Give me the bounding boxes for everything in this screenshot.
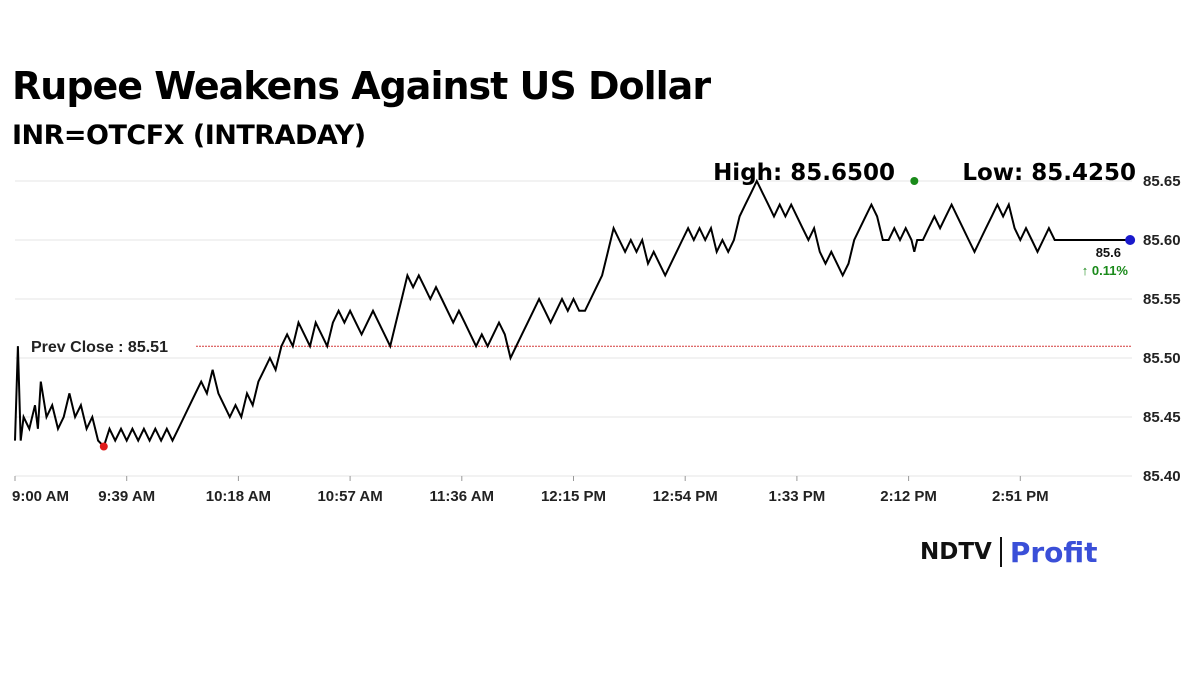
y-tick-label: 85.40	[1143, 468, 1181, 485]
low-marker	[99, 442, 108, 451]
y-tick-label: 85.60	[1143, 232, 1181, 249]
x-tick-label: 2:51 PM	[992, 488, 1049, 505]
x-tick-label: 9:00 AM	[12, 488, 69, 505]
ndtv-profit-logo: NDTV Profit	[920, 534, 1098, 570]
high-marker	[910, 177, 919, 185]
grid-lines	[15, 180, 1132, 477]
y-tick-label: 85.50	[1143, 350, 1181, 367]
brand-profit: Profit	[1009, 535, 1098, 569]
brand-divider	[999, 537, 1002, 567]
x-tick-label: 11:36 AM	[430, 488, 494, 505]
prev-close-label: Prev Close : 85.51	[31, 339, 168, 356]
x-axis-ticks: 9:00 AM 9:39 AM 10:18 AM 10:57 AM 11:36 AM 12…	[12, 476, 1049, 505]
x-tick-label: 12:15 PM	[541, 488, 606, 505]
series-line-inr	[14, 178, 1130, 449]
x-tick-label: 2:12 PM	[880, 488, 937, 505]
y-tick-label: 85.65	[1143, 173, 1181, 190]
x-tick-label: 10:57 AM	[317, 488, 382, 505]
x-tick-label: 9:39 AM	[98, 488, 155, 505]
change-percent-label: ↑ 0.11%	[1082, 263, 1129, 278]
x-tick-label: 10:18 AM	[206, 488, 271, 505]
brand-ndtv: NDTV	[920, 539, 992, 565]
x-tick-label: 12:54 PM	[653, 488, 718, 505]
y-axis-ticks: 85.40 85.45 85.50 85.55 85.60 85.65	[1143, 173, 1181, 485]
x-tick-label: 1:33 PM	[769, 488, 826, 505]
y-tick-label: 85.55	[1143, 291, 1181, 308]
last-price-label: 85.6	[1096, 245, 1121, 260]
chart-title: Rupee Weakens Against US Dollar	[12, 64, 711, 108]
last-price-marker	[1125, 235, 1136, 245]
y-tick-label: 85.45	[1143, 409, 1181, 426]
chart-subtitle: INR=OTCFX (INTRADAY)	[12, 120, 366, 151]
high-label: High: 85.6500	[713, 160, 895, 186]
low-label: Low: 85.4250	[962, 160, 1136, 186]
